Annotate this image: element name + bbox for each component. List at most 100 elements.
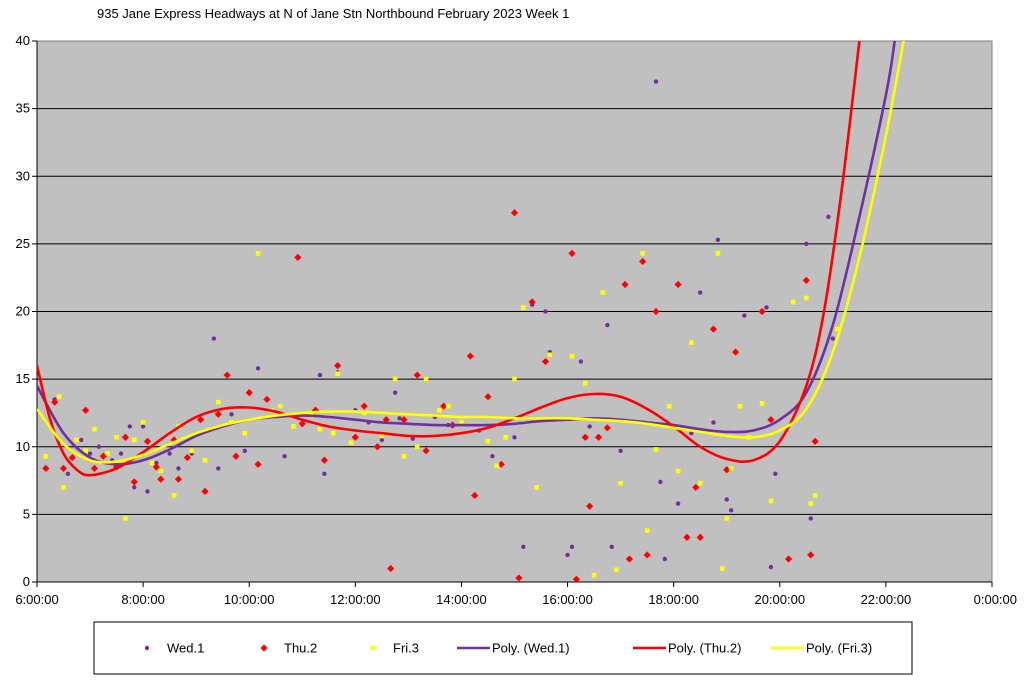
point-fri-3: [569, 353, 575, 359]
point-wed-1: [176, 466, 181, 471]
point-fri-3: [74, 437, 80, 443]
point-wed-1: [609, 544, 614, 550]
point-thu-2: [387, 564, 395, 573]
trendline-poly-wed-1-: [37, 41, 896, 466]
point-fri-3: [392, 376, 398, 382]
point-fri-3: [804, 295, 809, 301]
point-fri-3: [666, 403, 672, 409]
point-wed-1: [282, 454, 287, 459]
x-tick-label: 22:00:00: [861, 592, 912, 607]
point-fri-3: [123, 516, 128, 521]
point-fri-3: [600, 290, 606, 295]
point-fri-3: [689, 340, 694, 345]
point-fri-3: [149, 460, 155, 466]
x-tick-label: 8:00:00: [121, 592, 164, 607]
point-thu-2: [373, 443, 382, 451]
point-thu-2: [683, 533, 691, 541]
point-fri-3: [401, 453, 407, 459]
y-tick-label: 35: [16, 101, 30, 116]
point-fri-3: [140, 420, 146, 425]
point-wed-1: [410, 436, 416, 441]
point-thu-2: [674, 280, 682, 289]
point-wed-1: [605, 322, 610, 328]
point-thu-2: [130, 478, 138, 486]
point-fri-3: [737, 403, 743, 409]
point-wed-1: [255, 366, 261, 371]
point-thu-2: [643, 551, 651, 559]
point-thu-2: [121, 433, 130, 441]
point-fri-3: [724, 516, 730, 521]
point-wed-1: [711, 420, 716, 425]
point-fri-3: [202, 457, 208, 463]
point-thu-2: [152, 463, 160, 471]
point-thu-2: [802, 276, 810, 284]
point-wed-1: [724, 497, 729, 502]
point-wed-1: [587, 424, 592, 429]
point-thu-2: [360, 402, 368, 410]
point-wed-1: [618, 448, 623, 454]
point-fri-3: [534, 485, 539, 490]
point-fri-3: [242, 430, 248, 436]
point-wed-1: [317, 372, 323, 378]
legend: Wed.1 Thu.2 Fri.3 Poly. (Wed.1) Poly. (Thu.2…: [144, 641, 872, 656]
point-wed-1: [211, 336, 217, 341]
point-wed-1: [242, 448, 248, 454]
point-wed-1: [140, 424, 146, 429]
point-fri-3: [485, 439, 491, 444]
point-fri-3: [697, 480, 703, 486]
point-wed-1: [490, 454, 495, 459]
point-fri-3: [330, 430, 336, 436]
point-wed-1: [543, 309, 548, 314]
point-fri-3: [728, 466, 734, 471]
point-fri-3: [414, 444, 420, 450]
point-fri-3: [547, 352, 553, 358]
point-wed-1: [662, 556, 668, 562]
point-fri-3: [317, 426, 323, 432]
point-wed-1: [379, 437, 385, 443]
point-thu-2: [594, 433, 603, 441]
point-fri-3: [189, 448, 195, 454]
point-thu-2: [581, 433, 589, 441]
point-fri-3: [613, 567, 619, 573]
trendline-poly-thu-2-: [37, 41, 861, 477]
point-thu-2: [696, 533, 704, 541]
legend-swatch-thu-2: [260, 644, 268, 652]
point-wed-1: [127, 424, 133, 429]
point-fri-3: [640, 251, 646, 256]
point-fri-3: [348, 440, 354, 445]
point-thu-2: [471, 491, 479, 500]
y-tick-label: 30: [16, 168, 30, 183]
point-wed-1: [154, 460, 159, 466]
y-tick-label: 25: [16, 236, 30, 251]
point-wed-1: [697, 290, 703, 295]
point-thu-2: [351, 433, 359, 441]
point-fri-3: [105, 451, 111, 456]
point-fri-3: [61, 485, 66, 490]
point-thu-2: [510, 209, 519, 217]
y-tick-label: 10: [16, 439, 30, 454]
legend-label-fri-3: Fri.3: [393, 641, 419, 656]
point-thu-2: [183, 453, 191, 462]
point-fri-3: [834, 326, 840, 332]
x-tick-label: 0:00:00: [974, 592, 1017, 607]
point-thu-2: [42, 464, 50, 472]
point-thu-2: [334, 362, 342, 370]
point-wed-1: [773, 471, 778, 476]
trendline-poly-fri-3-: [37, 41, 905, 464]
point-fri-3: [277, 403, 283, 409]
point-wed-1: [118, 451, 124, 456]
point-fri-3: [423, 376, 429, 382]
point-wed-1: [167, 451, 172, 456]
point-wed-1: [808, 516, 813, 521]
point-fri-3: [591, 572, 597, 578]
point-wed-1: [392, 390, 398, 395]
point-fri-3: [618, 480, 623, 486]
point-thu-2: [625, 555, 634, 563]
point-wed-1: [715, 237, 721, 243]
legend-swatch-wed-1: [144, 645, 150, 651]
point-fri-3: [291, 424, 296, 429]
y-tick-label: 15: [16, 371, 30, 386]
point-thu-2: [541, 357, 550, 366]
point-wed-1: [578, 359, 584, 364]
